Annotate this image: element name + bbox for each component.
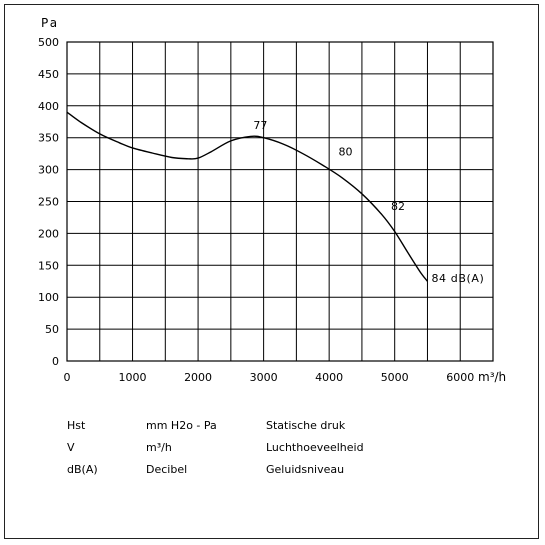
y-tick-label: 500 [38, 36, 59, 49]
x-tick-label: 2000 [184, 371, 212, 384]
legend-description: Statische druk [266, 419, 346, 432]
legend-symbol: Hst [67, 419, 86, 432]
curve-annotation: 80 [339, 145, 353, 158]
x-axis-label: m³/h [478, 370, 506, 384]
legend-description: Geluidsniveau [266, 463, 345, 476]
curve-annotation: 82 [391, 200, 405, 213]
y-tick-label: 200 [38, 227, 59, 240]
legend-symbol: V [67, 441, 75, 454]
x-tick-label: 3000 [250, 371, 278, 384]
y-tick-label: 150 [38, 259, 59, 272]
x-tick-label: 6000 [446, 371, 474, 384]
pressure-curve [66, 111, 429, 282]
curve-annotation: 84 dB(A) [431, 272, 484, 285]
chart-axes [66, 41, 494, 362]
y-tick-label: 450 [38, 68, 59, 81]
y-tick-label: 300 [38, 164, 59, 177]
legend-description: Luchthoeveelheid [266, 441, 364, 454]
curve-annotation: 77 [253, 119, 267, 132]
y-tick-label: 100 [38, 291, 59, 304]
legend-symbol: dB(A) [67, 463, 98, 476]
x-tick-label: 4000 [315, 371, 343, 384]
x-tick-label: 1000 [119, 371, 147, 384]
y-axis-label: Pa [41, 16, 59, 30]
y-tick-label: 0 [52, 355, 59, 368]
y-tick-label: 50 [45, 323, 59, 336]
curve-annotations: 77 80 82 84 dB(A) [253, 119, 484, 285]
chart-grid [67, 42, 493, 361]
y-tick-label: 350 [38, 132, 59, 145]
series-lines [66, 111, 429, 282]
legend-unit: Decibel [146, 463, 188, 476]
x-tick-label: 0 [64, 371, 71, 384]
y-tick-label: 250 [38, 196, 59, 209]
figure-frame [4, 4, 539, 539]
plot-border [66, 41, 494, 362]
legend-unit: m³/h [146, 441, 172, 454]
legend-unit: mm H2o - Pa [146, 419, 217, 432]
y-tick-label: 400 [38, 100, 59, 113]
x-tick-label: 5000 [381, 371, 409, 384]
